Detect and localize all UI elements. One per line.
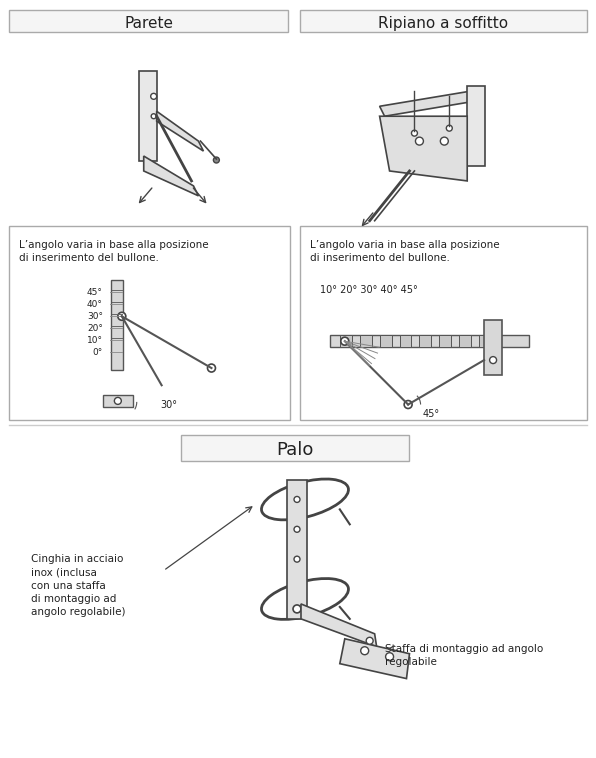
Bar — [360, 335, 372, 347]
Text: Cinghia in acciaio
inox (inclusa
con una staffa
di montaggio ad
angolo regolabil: Cinghia in acciaio inox (inclusa con una… — [31, 554, 126, 617]
Bar — [287, 480, 307, 619]
Bar — [139, 71, 157, 161]
Polygon shape — [340, 639, 409, 678]
Bar — [300, 226, 586, 420]
Circle shape — [293, 605, 301, 613]
Bar — [460, 335, 471, 347]
Text: Staffa di montaggio ad angolo
regolabile: Staffa di montaggio ad angolo regolabile — [384, 644, 543, 667]
Bar — [467, 86, 485, 166]
Circle shape — [411, 130, 417, 136]
Bar — [340, 335, 352, 347]
Text: Parete: Parete — [124, 16, 173, 31]
Bar — [380, 335, 392, 347]
Text: 45°: 45° — [423, 409, 440, 419]
Text: 30°: 30° — [87, 312, 103, 321]
Bar — [439, 335, 451, 347]
Circle shape — [386, 653, 393, 661]
Circle shape — [151, 93, 157, 99]
Circle shape — [440, 137, 448, 145]
Circle shape — [213, 157, 219, 163]
Bar — [10, 10, 288, 32]
Text: 30°: 30° — [161, 400, 178, 410]
Circle shape — [294, 496, 300, 503]
Circle shape — [294, 526, 300, 532]
Text: L’angolo varia in base alla posizione
di inserimento del bullone.: L’angolo varia in base alla posizione di… — [19, 240, 209, 263]
Text: L’angolo varia in base alla posizione
di inserimento del bullone.: L’angolo varia in base alla posizione di… — [310, 240, 499, 263]
Circle shape — [446, 125, 452, 131]
Text: 10°: 10° — [87, 336, 103, 345]
Circle shape — [118, 312, 126, 321]
Circle shape — [151, 114, 156, 119]
Bar — [10, 226, 290, 420]
Circle shape — [489, 356, 496, 364]
Circle shape — [361, 647, 369, 655]
Text: 20°: 20° — [87, 324, 103, 333]
Text: Ripiano a soffitto: Ripiano a soffitto — [378, 16, 508, 31]
Polygon shape — [144, 156, 198, 196]
Bar — [484, 321, 502, 375]
Bar — [111, 280, 123, 370]
Polygon shape — [157, 111, 203, 151]
Polygon shape — [380, 116, 467, 181]
Text: 10° 20° 30° 40° 45°: 10° 20° 30° 40° 45° — [320, 286, 418, 296]
Bar — [479, 335, 491, 347]
Circle shape — [114, 397, 122, 404]
Text: Palo: Palo — [277, 440, 313, 459]
Bar — [300, 10, 586, 32]
Circle shape — [294, 556, 300, 562]
Circle shape — [341, 337, 349, 345]
Bar — [330, 335, 529, 347]
Circle shape — [404, 400, 412, 409]
Text: 0°: 0° — [92, 348, 103, 356]
Bar — [420, 335, 432, 347]
Polygon shape — [380, 92, 474, 116]
Circle shape — [415, 137, 423, 145]
Bar — [103, 395, 133, 407]
Bar — [181, 435, 409, 461]
Circle shape — [207, 364, 215, 372]
Circle shape — [366, 637, 373, 644]
Text: 40°: 40° — [87, 300, 103, 309]
Polygon shape — [301, 604, 377, 647]
Text: 45°: 45° — [87, 288, 103, 297]
Bar — [399, 335, 411, 347]
